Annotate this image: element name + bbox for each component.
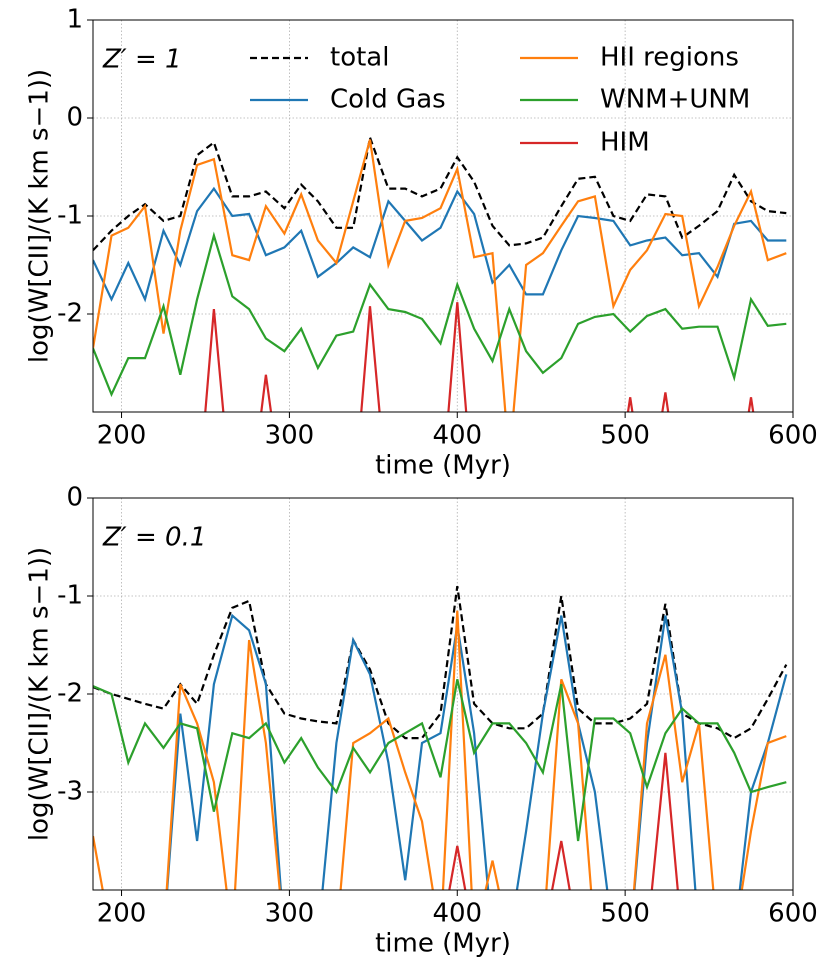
legend-label: WNM+UNM bbox=[600, 85, 750, 115]
y-tick-label: -2 bbox=[57, 679, 83, 709]
y-tick-label: -1 bbox=[57, 201, 83, 231]
x-axis-label: time (Myr) bbox=[375, 451, 511, 481]
series-line bbox=[93, 186, 787, 303]
x-tick-label: 400 bbox=[432, 899, 482, 929]
axes-frame bbox=[92, 19, 794, 413]
series-line bbox=[93, 610, 787, 890]
legend-label: total bbox=[330, 43, 389, 73]
x-tick-label: 400 bbox=[432, 421, 482, 451]
x-tick-label: 300 bbox=[265, 421, 315, 451]
x-tick-label: 600 bbox=[768, 899, 818, 929]
x-axis-label: time (Myr) bbox=[375, 929, 511, 959]
y-tick-label: 0 bbox=[66, 103, 83, 133]
series-group bbox=[93, 586, 788, 890]
series-line bbox=[93, 231, 787, 398]
series-line bbox=[166, 613, 788, 890]
series-line bbox=[204, 302, 755, 412]
y-tick-label: 0 bbox=[66, 483, 83, 513]
y-axis-label: log(W[CII]/(K km s−1)) bbox=[25, 547, 55, 841]
series-line bbox=[93, 133, 787, 252]
plot-area: 0 -1 -2 -3 200 300 400 500 600 time (Myr) log(W[CI… bbox=[25, 483, 818, 959]
x-tick-label: 500 bbox=[600, 899, 650, 929]
x-tick-label: 600 bbox=[768, 421, 818, 451]
series-line bbox=[93, 139, 787, 412]
annotation: Z′ = 0.1 bbox=[102, 523, 206, 553]
plot-area: 1 0 -1 -2 200 300 400 500 600 time (Myr) log(W[CII… bbox=[25, 5, 818, 481]
series-line bbox=[448, 752, 679, 890]
legend-label: Cold Gas bbox=[330, 85, 446, 115]
legend-label: HII regions bbox=[600, 43, 739, 73]
y-tick-label: -2 bbox=[57, 299, 83, 329]
y-tick-label: -1 bbox=[57, 581, 83, 611]
series-group bbox=[93, 133, 787, 412]
legend-label: HIM bbox=[600, 128, 650, 158]
series-line bbox=[93, 679, 787, 842]
y-axis-label: log(W[CII]/(K km s−1)) bbox=[25, 69, 55, 363]
annotation: Z′ = 1 bbox=[102, 45, 182, 75]
x-tick-label: 300 bbox=[265, 899, 315, 929]
x-tick-label: 200 bbox=[97, 421, 147, 451]
y-tick-label: -3 bbox=[57, 777, 83, 807]
x-tick-label: 200 bbox=[97, 899, 147, 929]
y-tick-label: 1 bbox=[66, 5, 83, 35]
x-tick-label: 500 bbox=[600, 421, 650, 451]
axes-frame bbox=[92, 497, 794, 891]
